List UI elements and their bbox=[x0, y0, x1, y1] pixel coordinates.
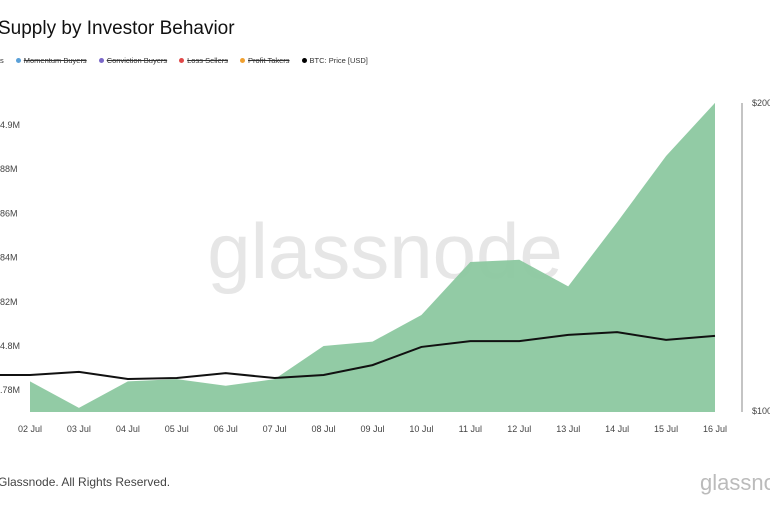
x-tick-label: 11 Jul bbox=[459, 424, 482, 434]
y-tick-label: 82M bbox=[0, 297, 18, 307]
legend-item[interactable]: s bbox=[0, 56, 4, 65]
legend-dot-icon bbox=[15, 58, 21, 63]
legend-label: s bbox=[0, 56, 4, 65]
legend-item[interactable]: BTC: Price [USD] bbox=[301, 56, 368, 65]
y-tick-label: 84M bbox=[0, 253, 18, 263]
legend-label: Loss Sellers bbox=[187, 56, 228, 65]
legend-dot-icon bbox=[98, 58, 104, 63]
y-tick-label: .78M bbox=[0, 385, 20, 395]
legend-item[interactable]: Conviction Buyers bbox=[98, 56, 168, 65]
chart-title: Supply by Investor Behavior bbox=[0, 18, 235, 39]
x-tick-label: 06 Jul bbox=[214, 424, 238, 434]
legend-dot-icon bbox=[179, 58, 185, 63]
supply-area bbox=[30, 102, 715, 413]
x-tick-label: 04 Jul bbox=[116, 424, 140, 434]
x-tick-label: 16 Jul bbox=[703, 424, 727, 434]
x-tick-label: 10 Jul bbox=[409, 424, 433, 434]
btc-price-line bbox=[0, 331, 716, 380]
x-tick-label: 13 Jul bbox=[556, 424, 580, 434]
legend-label: Momentum Buyers bbox=[23, 56, 87, 65]
x-tick-label: 08 Jul bbox=[312, 424, 336, 434]
legend-dot-icon bbox=[240, 58, 245, 63]
x-tick-label: 09 Jul bbox=[360, 424, 384, 434]
y2-tick-label: $100 bbox=[752, 406, 770, 416]
y2-tick-label: $200 bbox=[752, 98, 770, 108]
x-tick-label: 05 Jul bbox=[165, 424, 189, 434]
y-tick-label: 4.9M bbox=[0, 120, 20, 130]
copyright-footer: Glassnode. All Rights Reserved. bbox=[0, 475, 171, 489]
y-tick-label: 88M bbox=[0, 164, 18, 174]
legend-item[interactable]: Loss Sellers bbox=[179, 56, 228, 65]
x-tick-label: 02 Jul bbox=[18, 424, 42, 434]
legend-label: BTC: Price [USD] bbox=[309, 56, 368, 65]
legend-item[interactable]: Momentum Buyers bbox=[15, 56, 87, 65]
x-tick-label: 07 Jul bbox=[263, 424, 287, 434]
x-tick-label: 12 Jul bbox=[507, 424, 531, 434]
glassnode-watermark-logo: glassnode bbox=[700, 470, 770, 495]
x-tick-label: 14 Jul bbox=[605, 424, 629, 434]
legend-dot-icon bbox=[301, 58, 307, 63]
legend-item[interactable]: Profit Takers bbox=[240, 56, 290, 65]
x-tick-label: 03 Jul bbox=[67, 424, 91, 434]
legend: s Momentum Buyers Conviction Buyers Loss Se… bbox=[0, 56, 368, 65]
legend-label: Profit Takers bbox=[248, 56, 290, 65]
y-tick-label: 4.8M bbox=[0, 341, 20, 351]
y-tick-label: 86M bbox=[0, 208, 18, 218]
x-tick-label: 15 Jul bbox=[654, 424, 678, 434]
legend-label: Conviction Buyers bbox=[106, 56, 168, 65]
